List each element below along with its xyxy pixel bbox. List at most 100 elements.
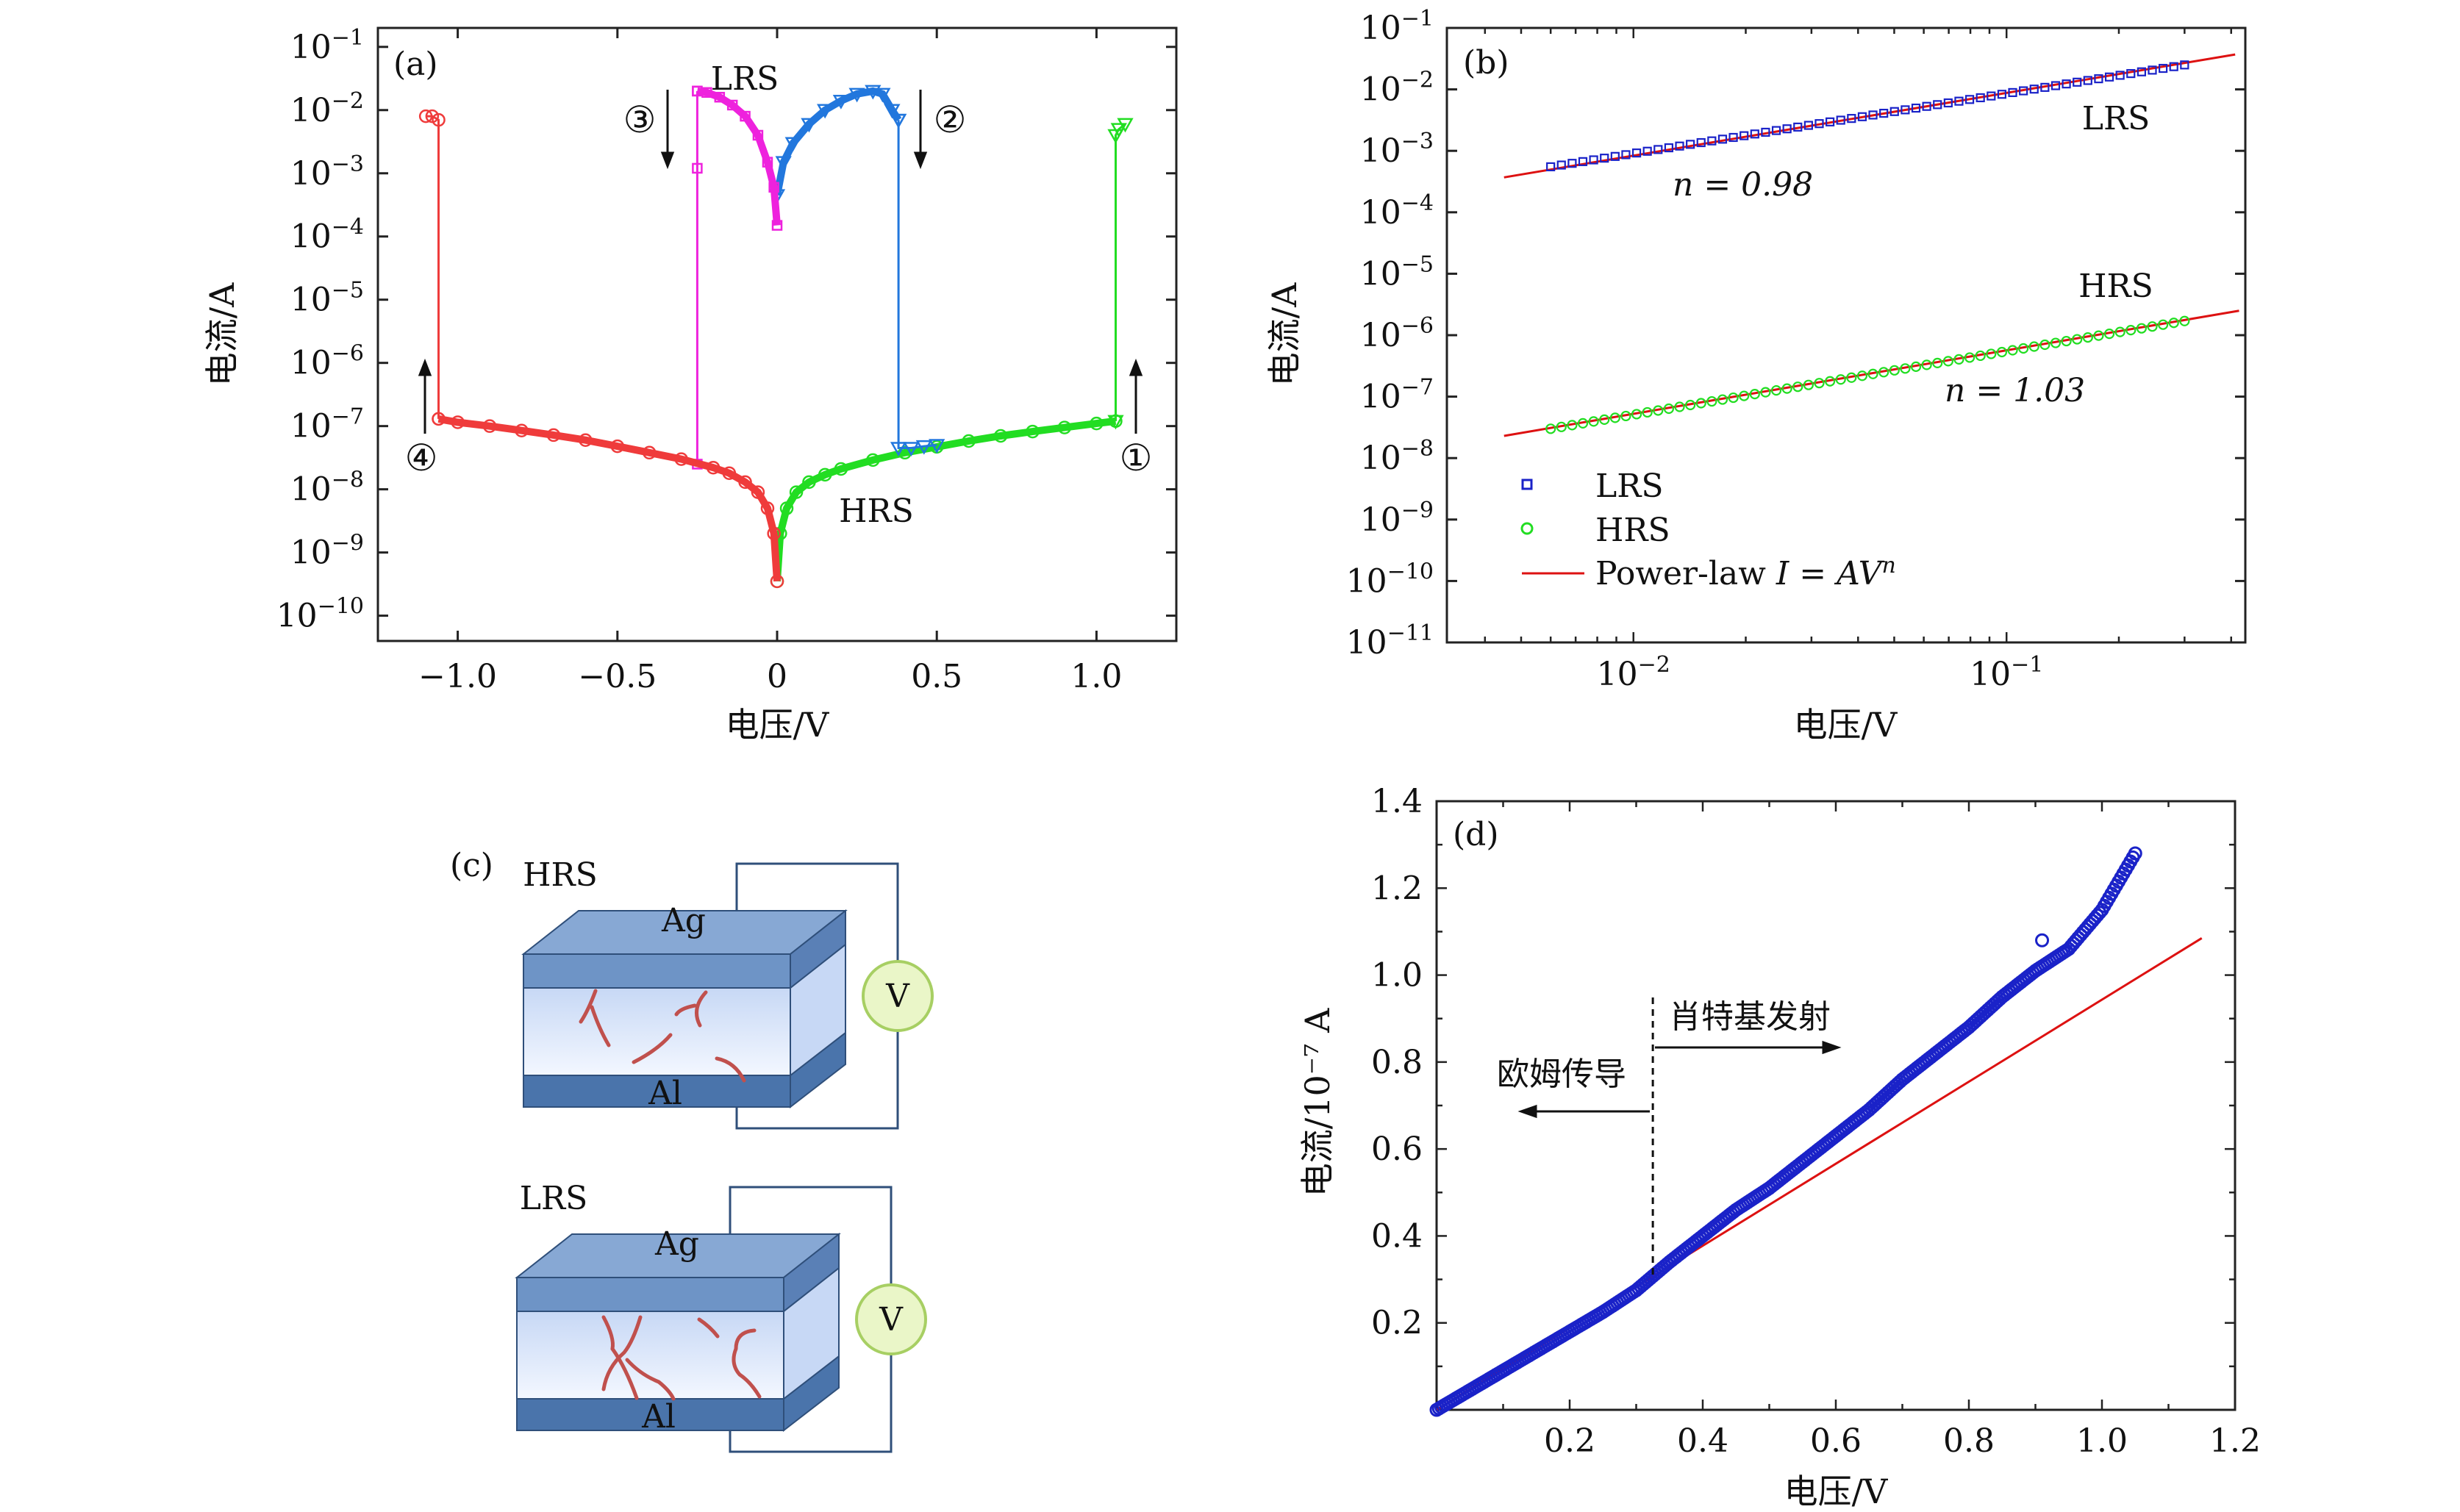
b-data-point [1856,370,1868,381]
panel-b-series [1503,53,2239,437]
a-data-point [726,99,738,111]
b-data-point [1663,403,1675,415]
a-data-point [740,110,751,122]
b-data-point [1922,101,1931,111]
panel-a-label: (a) [393,46,438,83]
b-data-point [2050,81,2061,90]
panel-d-ticks [1437,800,2236,1410]
a-data-point [1057,420,1072,434]
panel-a-step4: ④ [405,437,438,479]
panel-d-series [1429,846,2203,1417]
a-data-point [515,423,529,437]
b-data-point [1954,96,1964,106]
b-data-point [1750,129,1759,139]
a-data-point [874,87,891,103]
d-ytick-label: 0.6 [1371,1131,1423,1168]
panel-b-hrs-label: HRS [2078,268,2153,305]
panel-b-ylabel: 电流/A [1265,282,1304,386]
legend-hrs-label: HRS [1595,512,1670,549]
b-data-point [1781,383,1792,394]
b-ytick-label: 10−7 [1360,375,1434,416]
conductive-filament [601,1315,639,1400]
panel-b-ytick-labels: 10−11 10−10 10−9 10−8 10−7 10−6 10−5 10−4 10−3 10… [1346,6,1434,662]
b-data-point [1889,365,1900,376]
b-data-point [1889,107,1899,116]
a-series-line [426,115,440,419]
a-data-point [692,162,703,174]
b-data-point [1717,394,1728,405]
b-data-point [1836,115,1845,125]
b-data-point [1578,157,1588,166]
b-data-point [1695,398,1706,409]
a-data-point [802,475,816,490]
b-data-point [1975,93,1985,103]
a-data-point [722,466,737,480]
b-data-point [1825,376,1836,387]
a-data-point [768,182,779,193]
b-ytick-label: 10−5 [1360,251,1434,293]
a-data-point [1090,416,1104,431]
b-data-point [1857,112,1867,121]
b-data-point [1879,108,1889,118]
a-series-line [437,415,781,582]
b-data-point [2040,82,2050,92]
b-data-point [1835,374,1846,385]
panel-b-xlabel: 电压/V [1794,705,1898,745]
b-data-point [1911,103,1921,113]
a-data-point [642,445,657,460]
b-data-point [1588,416,1599,427]
b-data-point [1868,110,1878,120]
panel-b-xtick-labels: 10−2 10−1 [1597,652,2044,693]
voltmeter-label: V [885,978,910,1015]
a-ytick-label: 10−1 [290,25,364,66]
a-data-point [890,113,907,129]
d-ytick-label: 0.8 [1371,1044,1423,1081]
legend-lrs-label: LRS [1595,467,1664,505]
b-data-point [1707,136,1717,146]
a-data-point [1110,123,1127,138]
b-data-point [1728,392,1739,404]
a-data-point [775,156,792,171]
b-data-point [1953,354,1964,365]
b-data-point [2114,326,2125,337]
a-data-point [784,137,801,152]
b-data-point [1599,414,1610,425]
b-data-point [2158,319,2169,330]
panel-a-step1: ① [1120,437,1153,479]
legend-fit-formula: I = AV [1776,555,1885,592]
b-ytick-label: 10−2 [1360,68,1434,109]
bottom-electrode-label: Al [648,1075,682,1112]
b-data-point [1653,145,1663,154]
a-data-point [610,439,625,454]
b-data-point [2137,67,2146,76]
b-data-point [2180,60,2189,70]
d-xtick-label: 0.2 [1544,1422,1595,1460]
b-xtick-label: 10−2 [1597,652,1670,693]
a-xtick-label: 0 [767,658,787,695]
b-data-point [1997,90,2007,99]
panel-a-arrows [418,90,1143,434]
panel-a: (a) 10−1010−910−810−710−610−510−410−310−… [202,25,1178,745]
b-data-point [2008,87,2017,98]
b-data-point [1900,363,1911,374]
top-electrode-label: Ag [661,902,706,939]
panel-a-ylabel: 电流/A [202,282,242,386]
d-ytick-label: 1.2 [1371,870,1423,907]
b-data-point [1675,141,1684,151]
a-data-point [834,462,848,476]
b-data-point [1610,151,1620,161]
b-data-point [1642,146,1652,156]
panel-d-xlabel: 电压/V [1784,1472,1888,1511]
b-data-point [2050,337,2062,348]
b-data-point [1556,421,1567,432]
a-data-point [1107,415,1124,430]
b-ytick-label: 10−8 [1360,436,1434,477]
top-electrode-label: Ag [654,1225,699,1263]
b-data-point [1631,409,1642,420]
a-data-point [993,429,1008,443]
conductive-filament [601,1315,643,1391]
a-xtick-label: −0.5 [578,658,657,695]
a-ytick-label: 10−6 [290,341,364,382]
b-data-point [1792,381,1803,393]
b-data-point [2115,71,2125,80]
